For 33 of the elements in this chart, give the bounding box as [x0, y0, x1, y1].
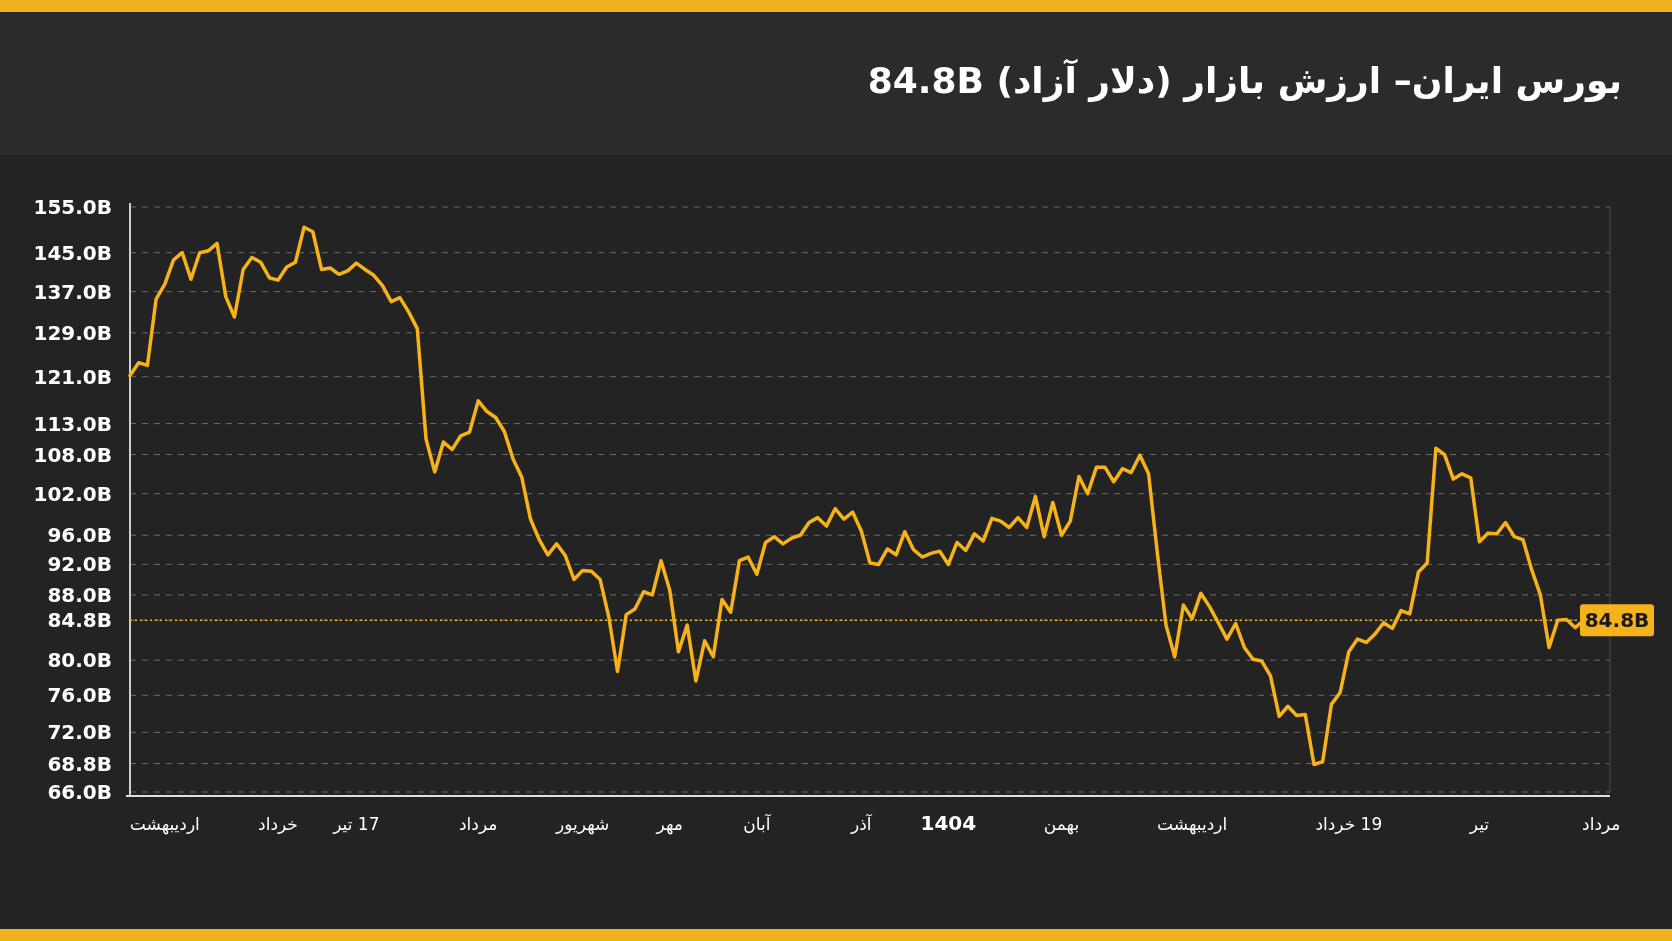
x-tick-label: آبان: [743, 813, 772, 834]
x-tick-label: خرداد: [258, 814, 298, 834]
y-tick-label: 155.0B: [33, 195, 112, 219]
x-tick-label: اردیبهشت: [129, 814, 200, 835]
y-tick-label: 108.0B: [33, 442, 112, 467]
y-tick-label: 76.0B: [47, 683, 112, 708]
y-tick-label: 102.0B: [33, 481, 112, 506]
x-tick-label: 17 تیر: [332, 814, 380, 834]
y-tick-label: 129.0B: [33, 320, 112, 345]
y-tick-label: 92.0B: [47, 552, 112, 577]
y-tick-label: 72.0B: [47, 720, 112, 745]
y-tick-label: 66.0B: [47, 780, 112, 804]
y-tick-label: 68.8B: [47, 751, 112, 776]
title: بورس ایران– ارزش بازار (دلار آزاد) 84.8B: [867, 60, 1622, 101]
x-tick-label: اردیبهشت: [1157, 814, 1228, 835]
y-tick-label: 145.0B: [33, 240, 112, 265]
x-tick-label: 19 خرداد: [1315, 814, 1383, 834]
x-tick-label: بهمن: [1043, 814, 1080, 835]
x-tick-label: شهریور: [555, 814, 610, 835]
y-tick-label: 121.0B: [33, 364, 112, 389]
y-tick-label: 84.8B: [47, 608, 112, 633]
y-tick-label: 88.0B: [47, 582, 112, 607]
x-tick-label: تیر: [1468, 814, 1490, 834]
y-tick-label: 96.0B: [47, 523, 112, 548]
x-tick-label: مهر: [655, 814, 683, 835]
x-tick-label: 1404: [920, 811, 977, 835]
y-tick-label: 113.0B: [33, 411, 112, 436]
x-tick-label: مرداد: [1582, 814, 1621, 834]
x-tick-label: مرداد: [459, 814, 498, 834]
x-tick-label: آذر: [850, 813, 873, 834]
ref-line-label: 84.8B: [1584, 608, 1650, 633]
y-tick-label: 80.0B: [47, 648, 112, 673]
y-tick-label: 137.0B: [33, 279, 112, 304]
